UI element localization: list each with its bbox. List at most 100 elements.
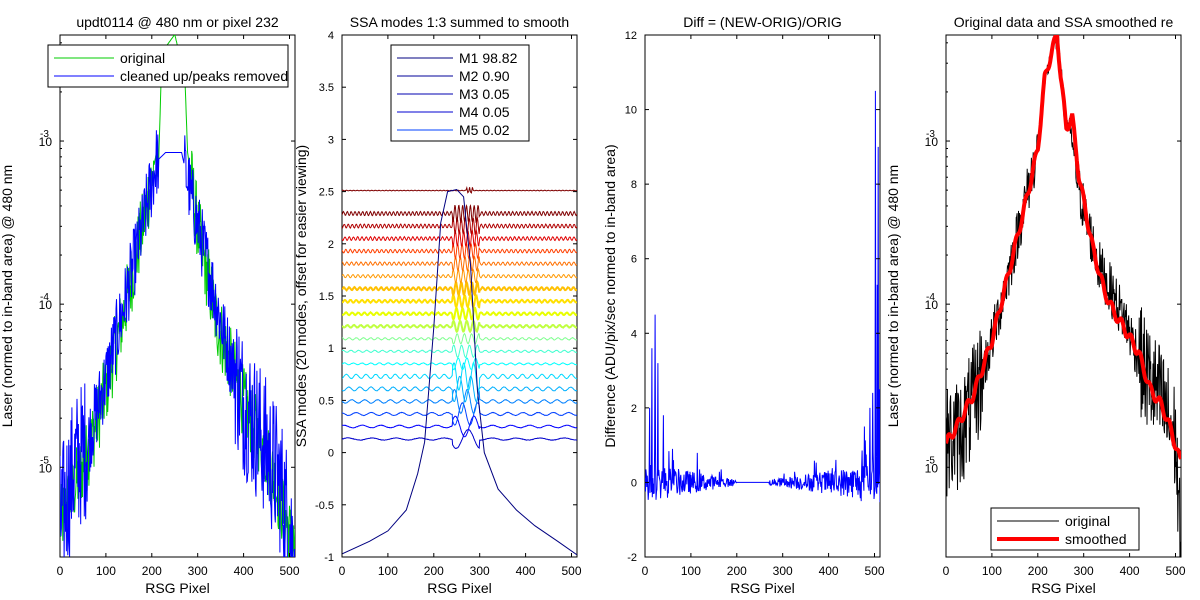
y-tick-exponent: -3 <box>926 129 935 140</box>
y-tick-label: 2 <box>328 239 334 251</box>
legend-label: M4 0.05 <box>459 104 510 120</box>
y-tick-base: 10 <box>925 298 939 312</box>
mode-12-line <box>342 306 577 321</box>
chart-4: Original data and SSA smoothed re RSG Pix… <box>885 14 1186 596</box>
x-tick-label: 400 <box>819 564 839 578</box>
y-tick-exponent: -5 <box>926 455 935 466</box>
x-tick-label: 0 <box>57 564 64 578</box>
x-tick-label: 100 <box>378 564 398 578</box>
mode-8-line <box>342 357 577 371</box>
mode-11-line <box>342 318 577 334</box>
x-tick-label: 0 <box>943 564 950 578</box>
x-tick-label: 100 <box>96 564 116 578</box>
mode-5-line <box>342 388 577 415</box>
x-tick-label: 300 <box>470 564 490 578</box>
y-tick-label: -1 <box>324 552 334 564</box>
series-diff-line <box>645 90 880 503</box>
x-tick-label: 500 <box>279 564 299 578</box>
y-tick-label: 1.5 <box>319 291 334 303</box>
y-tick-label: 2 <box>631 403 637 415</box>
y-tick-label: -0.5 <box>315 500 334 512</box>
x-tick-label: 300 <box>773 564 793 578</box>
x-tick-label: 100 <box>681 564 701 578</box>
plot-area <box>945 34 1182 558</box>
y-tick-label: 4 <box>328 30 334 42</box>
mode-9-line <box>342 344 577 359</box>
legend-label: M1 98.82 <box>459 50 518 66</box>
mode-20-line <box>342 204 577 224</box>
mode-7-line <box>342 362 577 391</box>
y-tick-label: -2 <box>627 552 637 564</box>
mode-1-line <box>342 188 577 556</box>
chart-title: SSA modes 1:3 summed to smooth <box>350 14 569 30</box>
mode-6-line <box>342 375 577 403</box>
x-tick-label: 300 <box>188 564 208 578</box>
legend-label: M5 0.02 <box>459 122 510 138</box>
x-tick-label: 300 <box>1074 564 1094 578</box>
y-tick-base: 10 <box>925 135 939 149</box>
legend-label: M3 0.05 <box>459 86 510 102</box>
legend <box>990 507 1140 551</box>
x-axis-label: RSG Pixel <box>1031 580 1096 596</box>
y-tick-exponent: -4 <box>926 292 935 303</box>
legend <box>47 44 289 88</box>
chart-title: Diff = (NEW-ORIG)/ORIG <box>683 14 842 30</box>
y-tick-exponent: -5 <box>40 455 49 466</box>
series-smoothed-line <box>946 35 1181 460</box>
y-tick-label: 10-5 <box>39 455 53 475</box>
legend <box>390 44 530 142</box>
y-tick-label: 10-3 <box>925 129 939 149</box>
y-tick-label: 3.5 <box>319 82 334 94</box>
x-axis-label: RSG Pixel <box>427 580 492 596</box>
y-tick-label: 10-4 <box>39 292 53 312</box>
legend-label: smoothed <box>1065 531 1126 547</box>
mode-17-line <box>342 242 577 261</box>
series-cleaned-line <box>60 130 295 557</box>
y-axis-label: Laser (normed to in-band area) @ 480 nm <box>0 165 15 427</box>
y-tick-base: 10 <box>39 135 53 149</box>
x-tick-label: 0 <box>642 564 649 578</box>
chart-title: updt0114 @ 480 nm or pixel 232 <box>76 14 279 30</box>
y-axis-label: Laser (normed to in-band area) @ 480 nm <box>885 165 901 427</box>
y-tick-exponent: -4 <box>40 292 49 303</box>
mode-15-line <box>342 267 577 285</box>
top-mode-line <box>342 185 577 194</box>
mode-10-line <box>342 332 577 345</box>
x-tick-label: 500 <box>864 564 884 578</box>
y-tick-label: 1 <box>328 343 334 355</box>
y-tick-label: 10 <box>625 105 637 117</box>
x-tick-label: 500 <box>561 564 581 578</box>
mode-2-line <box>342 429 577 450</box>
x-tick-label: 200 <box>142 564 162 578</box>
x-tick-label: 500 <box>1165 564 1185 578</box>
y-axis-label: SSA modes (20 modes, offset for easier v… <box>293 145 309 447</box>
y-tick-base: 10 <box>925 461 939 475</box>
y-tick-label: 8 <box>631 179 637 191</box>
y-tick-label: 0.5 <box>319 395 334 407</box>
series-group <box>645 90 880 503</box>
x-tick-label: 400 <box>516 564 536 578</box>
x-tick-label: 200 <box>424 564 444 578</box>
y-tick-label: 12 <box>625 30 637 42</box>
mode-13-line <box>342 292 577 310</box>
y-tick-label: 0 <box>631 477 637 489</box>
series-group <box>946 35 1181 557</box>
y-tick-label: 10-3 <box>39 129 53 149</box>
legend-label: original <box>120 50 165 66</box>
mode-3-line <box>342 415 577 438</box>
legend-label: M2 0.90 <box>459 68 510 84</box>
x-tick-label: 200 <box>1028 564 1048 578</box>
legend-label: original <box>1065 513 1110 529</box>
plot-area <box>644 34 881 558</box>
legend-label: cleaned up/peaks removed <box>120 68 288 84</box>
x-tick-label: 400 <box>1120 564 1140 578</box>
mode-16-line <box>342 255 577 272</box>
y-tick-label: 2.5 <box>319 187 334 199</box>
y-tick-base: 10 <box>39 461 53 475</box>
x-axis-label: RSG Pixel <box>145 580 210 596</box>
plot-area <box>59 34 296 558</box>
chart-1: updt0114 @ 480 nm or pixel 232 RSG Pixel 0… <box>0 14 300 596</box>
x-tick-label: 200 <box>727 564 747 578</box>
y-tick-base: 10 <box>39 298 53 312</box>
